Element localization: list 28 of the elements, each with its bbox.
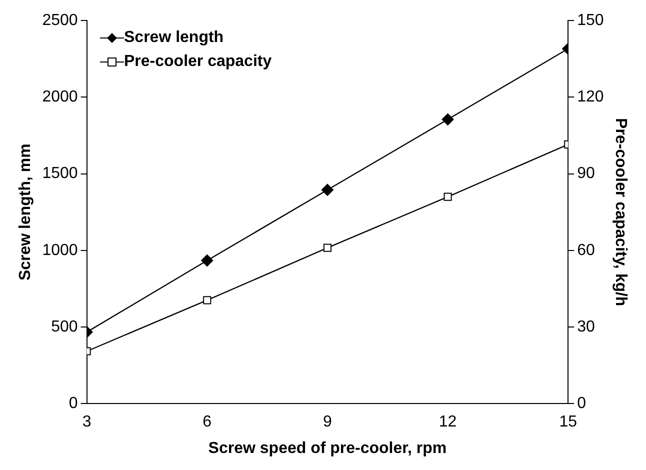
x-tick-label: 12 [438, 414, 457, 431]
x-tick-label: 15 [559, 414, 578, 431]
x-axis-title: Screw speed of pre-cooler, rpm [208, 440, 447, 457]
point [203, 296, 212, 304]
y2-tick-label: 60 [577, 242, 596, 259]
y-tick-label: 1500 [42, 165, 78, 182]
y2-tick-label: 120 [577, 88, 604, 106]
y2-tick-label: 30 [577, 318, 596, 336]
y-axis-title: Screw length, mm [17, 144, 34, 281]
y-tick-label: 2000 [42, 88, 78, 106]
point [201, 254, 214, 267]
y-tick-label: 0 [68, 395, 78, 412]
point [323, 244, 332, 252]
y2-tick-label: 90 [577, 165, 596, 182]
point [442, 113, 454, 126]
x-tick-label: 3 [82, 414, 92, 431]
y-tick-label: 1000 [42, 242, 78, 259]
y2-tick-label: 150 [577, 12, 604, 30]
x-tick-label: 6 [202, 414, 212, 431]
y-tick-label: 2500 [42, 12, 78, 30]
y2-tick-label: 0 [577, 395, 586, 412]
legend-label: Pre-cooler capacity [124, 53, 272, 70]
point [444, 192, 452, 201]
point [321, 184, 334, 196]
y2-axis-title: Pre-cooler capacity, kg/h [612, 118, 629, 306]
x-tick-label: 9 [322, 414, 332, 431]
legend-label: Screw length [124, 29, 224, 46]
y-tick-label: 500 [51, 318, 78, 336]
